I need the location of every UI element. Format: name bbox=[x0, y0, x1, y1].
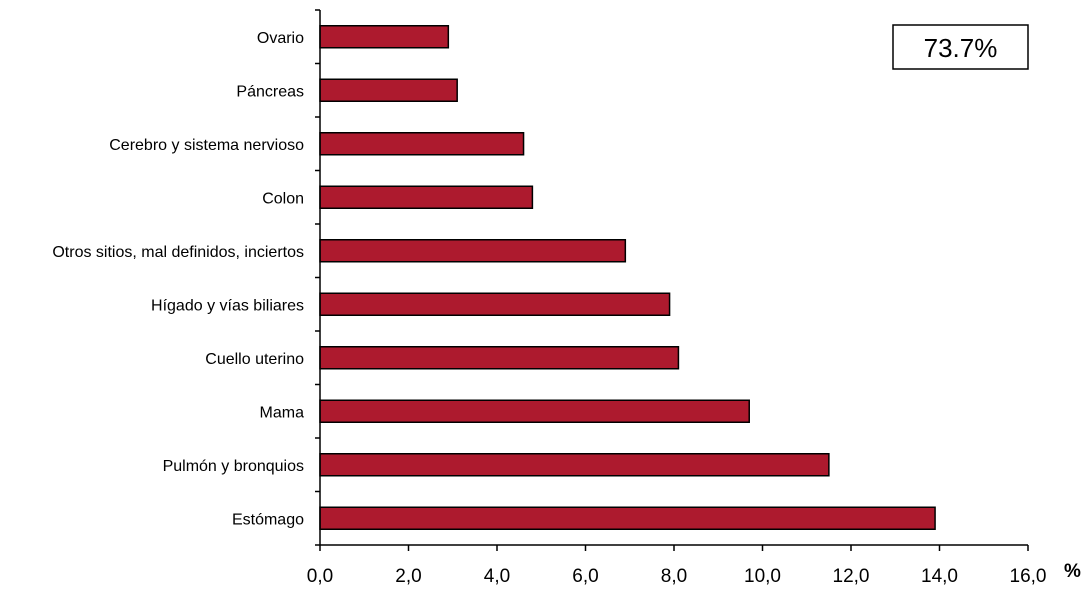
category-label: Ovario bbox=[257, 30, 304, 47]
category-label: Colon bbox=[262, 190, 304, 207]
category-labels: Estómago Pulmón y bronquios Mama Cuello ute… bbox=[52, 30, 304, 529]
category-label: Hígado y vías biliares bbox=[151, 297, 304, 314]
x-tick-label: 4,0 bbox=[484, 566, 510, 587]
x-axis-tick-labels: 0,0 2,0 4,0 6,0 8,0 10,0 12,0 14,0 16,0 bbox=[307, 566, 1047, 587]
bars-layer bbox=[319, 25, 936, 530]
total-annotation-box: 73.7% bbox=[892, 24, 1029, 70]
axes bbox=[315, 9, 1029, 551]
total-annotation-text: 73.7% bbox=[924, 33, 998, 63]
x-tick-label: 2,0 bbox=[395, 566, 421, 587]
x-tick-label: 10,0 bbox=[744, 566, 781, 587]
bar bbox=[319, 78, 458, 102]
category-label: Cerebro y sistema nervioso bbox=[109, 137, 304, 154]
bar bbox=[319, 453, 830, 477]
x-tick-label: 14,0 bbox=[921, 566, 958, 587]
bar bbox=[319, 239, 627, 263]
bar bbox=[319, 185, 534, 209]
bar bbox=[319, 399, 750, 423]
x-tick-label: 0,0 bbox=[307, 566, 333, 587]
category-label: Otros sitios, mal definidos, inciertos bbox=[52, 244, 304, 261]
bar bbox=[319, 346, 680, 370]
category-label: Estómago bbox=[232, 511, 304, 528]
category-label: Mama bbox=[260, 404, 305, 421]
x-tick-label: 12,0 bbox=[833, 566, 870, 587]
x-tick-label: 6,0 bbox=[572, 566, 598, 587]
bar bbox=[319, 292, 671, 316]
x-tick-label: 8,0 bbox=[661, 566, 687, 587]
category-label: Cuello uterino bbox=[205, 351, 304, 368]
category-label: Páncreas bbox=[236, 83, 304, 100]
bar bbox=[319, 132, 525, 156]
x-axis-unit-label: % bbox=[1064, 561, 1081, 582]
bar bbox=[319, 506, 936, 530]
category-label: Pulmón y bronquios bbox=[163, 458, 304, 475]
bar bbox=[319, 25, 450, 49]
x-tick-label: 16,0 bbox=[1010, 566, 1047, 587]
